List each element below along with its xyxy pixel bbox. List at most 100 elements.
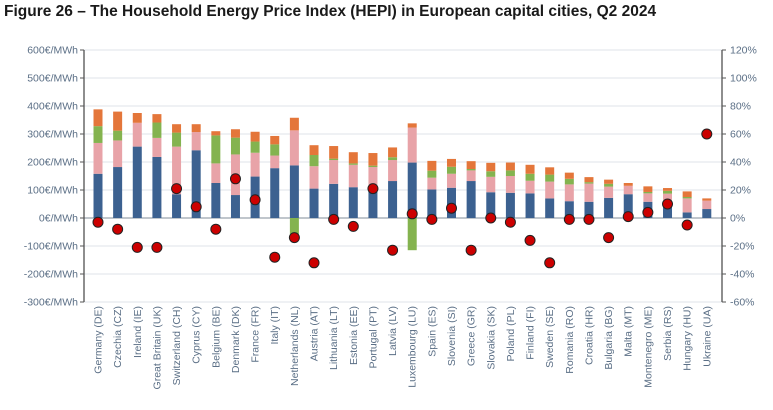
- data-point: [662, 198, 674, 210]
- category-label: Denmark (DK): [230, 306, 242, 373]
- category-label: Hungary (HU): [682, 306, 694, 371]
- bar-segment: [466, 161, 476, 169]
- right-tick-label: 120%: [730, 45, 757, 57]
- bar-segment: [113, 167, 123, 218]
- bar-segment: [604, 197, 614, 218]
- category-label: Croatia (HR): [583, 306, 595, 365]
- data-point: [269, 251, 281, 263]
- bar-segment: [427, 189, 437, 218]
- bar-segment: [132, 146, 142, 218]
- bar-segment: [604, 186, 614, 198]
- category-label: Estonia (EE): [348, 306, 360, 365]
- figure-title: Figure 26 – The Household Energy Price I…: [4, 3, 657, 20]
- bar-segment: [604, 183, 614, 187]
- bar-segment: [93, 142, 103, 174]
- category-label: Slovakia (SK): [485, 306, 497, 370]
- bar-segment: [113, 130, 123, 141]
- bar-segment: [172, 132, 182, 147]
- bar-segment: [152, 114, 162, 123]
- data-point: [465, 244, 477, 256]
- bar-segment: [486, 171, 496, 177]
- bar-segment: [388, 147, 398, 158]
- bar-segment: [368, 167, 378, 187]
- bar-segment: [446, 166, 456, 174]
- bar-segment: [643, 191, 653, 194]
- bar-segment: [545, 174, 555, 182]
- left-tick-label: -100€/MWh: [24, 241, 78, 253]
- bar-segment: [191, 132, 201, 151]
- bar-segment: [211, 131, 221, 136]
- data-point: [524, 234, 536, 246]
- category-label: Montenegro (ME): [642, 306, 654, 388]
- bar-segment: [309, 166, 319, 189]
- bar-segment: [427, 170, 437, 178]
- category-label: Ukraine (UA): [701, 306, 713, 367]
- data-point: [308, 257, 320, 269]
- data-point: [485, 212, 497, 224]
- bar-segment: [486, 176, 496, 193]
- bar-segment: [407, 127, 417, 163]
- category-label: Spain (ES): [426, 306, 438, 357]
- bar-segment: [623, 183, 633, 186]
- bar-segment: [368, 186, 378, 218]
- bar-segment: [682, 191, 692, 197]
- category-label: Germany (DE): [93, 306, 105, 374]
- category-label: Slovenia (SI): [446, 306, 458, 366]
- data-point: [583, 213, 595, 225]
- bar-segment: [702, 209, 712, 218]
- bar-segment: [564, 178, 574, 185]
- bar-segment: [545, 167, 555, 175]
- bar-series: [93, 109, 712, 251]
- bar-segment: [289, 117, 299, 131]
- right-tick-label: -20%: [730, 241, 755, 253]
- bar-segment: [172, 194, 182, 218]
- bar-segment: [172, 146, 182, 195]
- data-point: [328, 213, 340, 225]
- right-tick-label: 80%: [730, 101, 751, 113]
- bar-segment: [486, 192, 496, 218]
- bar-segment: [289, 218, 299, 235]
- bar-segment: [505, 162, 515, 171]
- category-label: Italy (IT): [269, 306, 281, 345]
- bar-segment: [466, 181, 476, 218]
- bar-segment: [270, 155, 280, 169]
- bar-segment: [584, 183, 594, 202]
- bar-segment: [191, 150, 201, 218]
- bar-segment: [270, 144, 280, 156]
- data-point: [112, 223, 124, 235]
- bar-segment: [348, 152, 358, 164]
- bar-segment: [505, 192, 515, 218]
- right-tick-label: 40%: [730, 157, 751, 169]
- bar-segment: [368, 153, 378, 166]
- bar-segment: [289, 130, 299, 166]
- category-label: Malta (MT): [623, 306, 635, 357]
- category-label: Serbia (RS): [662, 306, 674, 361]
- bar-segment: [230, 137, 240, 155]
- gridlines: [84, 49, 722, 303]
- bar-segment: [643, 193, 653, 202]
- data-point: [387, 244, 399, 256]
- bar-segment: [329, 160, 339, 184]
- bar-segment: [152, 137, 162, 157]
- bar-segment: [348, 187, 358, 218]
- data-point: [288, 232, 300, 244]
- bar-segment: [545, 198, 555, 218]
- right-tick-label: -60%: [730, 297, 755, 309]
- category-label: Latvia (LV): [387, 306, 399, 356]
- category-label: Sweden (SE): [544, 306, 556, 368]
- bar-segment: [211, 163, 221, 183]
- data-point: [563, 213, 575, 225]
- category-label: Bulgaria (BG): [603, 306, 615, 370]
- bar-segment: [211, 183, 221, 218]
- bar-segment: [270, 168, 280, 218]
- bar-segment: [623, 194, 633, 218]
- bar-segment: [152, 156, 162, 218]
- data-point: [445, 202, 457, 214]
- bar-segment: [663, 188, 673, 191]
- bar-segment: [368, 165, 378, 168]
- bar-segment: [289, 165, 299, 218]
- bar-segment: [466, 170, 476, 182]
- bar-segment: [564, 172, 574, 179]
- bar-segment: [584, 201, 594, 218]
- bar-segment: [230, 129, 240, 138]
